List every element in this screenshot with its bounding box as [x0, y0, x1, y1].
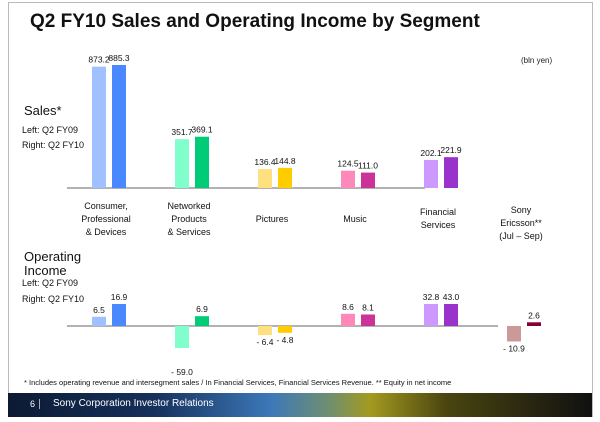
oi-bar: [361, 314, 375, 326]
category-label: Sony Ericsson** (Jul – Sep): [481, 204, 561, 243]
oi-data-label: 32.8: [423, 292, 440, 302]
category-label-line: Consumer,: [84, 201, 128, 211]
category-label-line: Ericsson**: [500, 218, 542, 228]
sales-bar: [278, 167, 292, 188]
oi-section-title: Operating Income: [24, 249, 82, 278]
oi-bar: [341, 313, 355, 326]
sales-section-title: Sales*: [24, 103, 62, 118]
category-label-line: (Jul – Sep): [499, 231, 543, 241]
oi-data-label: 6.5: [93, 305, 105, 315]
sales-data-label: 873.2: [88, 55, 110, 65]
oi-data-label: 43.0: [443, 292, 460, 302]
sales-bar: [195, 136, 209, 188]
category-label-line: Pictures: [255, 214, 289, 224]
category-label-line: Professional: [81, 214, 131, 224]
oi-bar: [195, 316, 209, 326]
category-label-line: Music: [343, 214, 367, 224]
sales-data-label: 144.8: [274, 156, 296, 166]
oi-data-label: 2.6: [528, 310, 540, 320]
sales-data-label: 202.1: [420, 148, 442, 158]
oi-bar: [424, 304, 438, 326]
oi-data-label: 16.9: [111, 292, 128, 302]
sales-data-label: 111.0: [358, 161, 378, 171]
oi-bar: [112, 304, 126, 326]
oi-bar: [507, 326, 521, 342]
sales-bar: [112, 65, 126, 188]
slide-frame: [8, 2, 593, 417]
oi-data-label: 6.9: [196, 304, 208, 314]
oi-data-label: - 59.0: [171, 367, 193, 377]
oi-data-label: - 4.8: [276, 335, 293, 345]
category-label: Consumer, Professional & Devices: [66, 200, 146, 239]
category-label: Financial Services: [398, 206, 478, 232]
category-label: Music: [315, 213, 395, 226]
category-label: Pictures: [232, 213, 312, 226]
sales-bar: [341, 170, 355, 188]
sales-data-label: 369.1: [191, 125, 213, 135]
unit-label: (bln yen): [521, 56, 553, 65]
category-label: Networked Products & Services: [149, 200, 229, 239]
sales-legend-left: Left: Q2 FY09: [22, 125, 79, 135]
sales-data-label: 136.4: [254, 157, 276, 167]
sales-data-label: 124.5: [337, 159, 359, 169]
oi-data-label: 8.6: [342, 302, 354, 312]
oi-bar: [278, 326, 292, 333]
category-label-line: Products: [171, 214, 207, 224]
footer-bar: 6 Sony Corporation Investor Relations: [8, 393, 592, 417]
oi-bar: [92, 316, 106, 326]
sales-bar: [424, 159, 438, 188]
oi-bar: [175, 326, 189, 348]
oi-data-label: - 6.4: [256, 337, 273, 347]
company-name: Sony Corporation Investor Relations: [53, 398, 214, 409]
category-label-line: & Services: [167, 227, 211, 237]
sales-data-label: 885.3: [108, 53, 130, 63]
sales-bar: [92, 66, 106, 188]
footnote: * Includes operating revenue and interse…: [24, 378, 452, 387]
oi-bar: [527, 322, 541, 326]
category-label-line: Financial: [419, 207, 457, 217]
page-number: 6: [30, 399, 41, 409]
sales-bar: [258, 169, 272, 188]
category-label-line: Sony: [510, 205, 532, 215]
sales-bar: [175, 139, 189, 188]
oi-data-label: 8.1: [362, 302, 374, 312]
sales-data-label: 351.7: [171, 127, 193, 137]
oi-legend-left: Left: Q2 FY09: [22, 278, 79, 288]
oi-bar: [444, 304, 458, 326]
oi-legend-right: Right: Q2 FY10: [22, 294, 85, 304]
category-label-line: & Devices: [85, 227, 127, 237]
sales-bar: [361, 172, 375, 188]
category-label-line: Networked: [167, 201, 211, 211]
sales-data-label: 221.9: [440, 145, 462, 155]
sales-bar: [444, 157, 458, 188]
oi-bar: [258, 326, 272, 336]
oi-data-label: - 10.9: [503, 343, 525, 353]
sales-legend-right: Right: Q2 FY10: [22, 140, 85, 150]
category-label-line: Services: [420, 220, 456, 230]
page-title: Q2 FY10 Sales and Operating Income by Se…: [30, 11, 480, 32]
